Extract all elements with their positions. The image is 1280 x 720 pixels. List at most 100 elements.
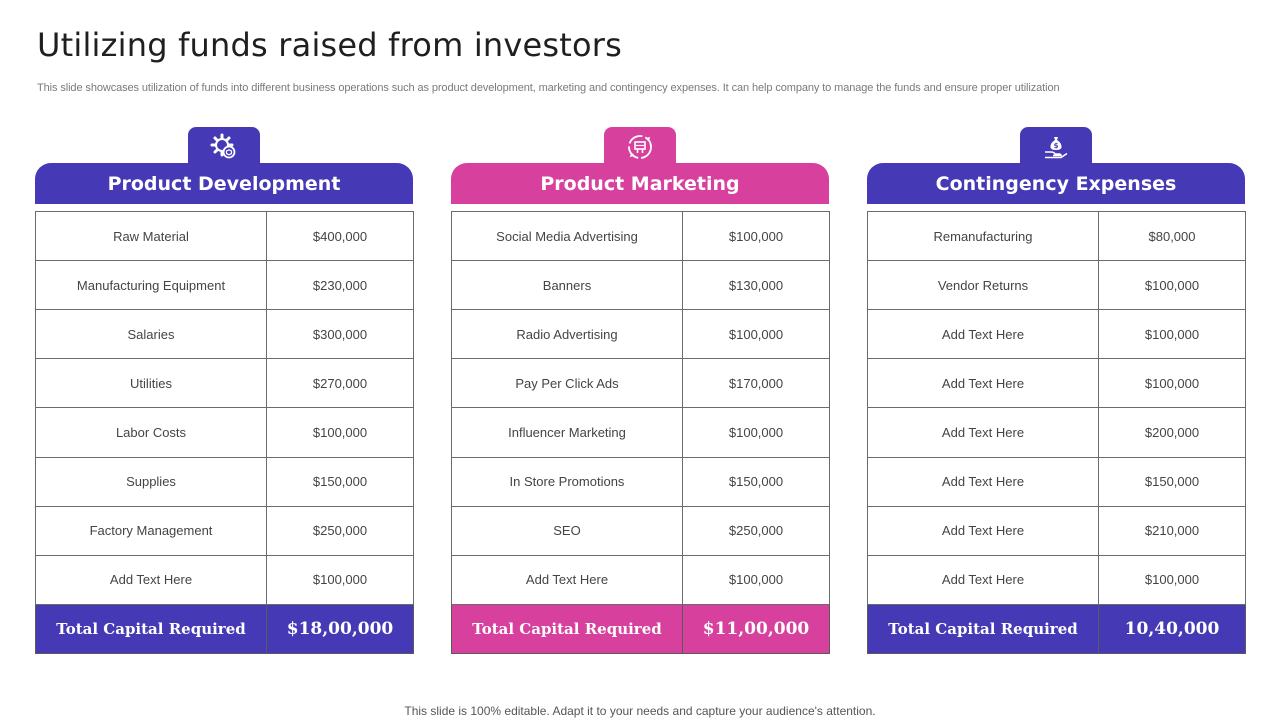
row-value: $100,000 — [682, 554, 830, 605]
total-row: Total Capital Required $11,00,000 — [451, 603, 830, 655]
money-bag-hand-icon: $ — [1042, 133, 1070, 161]
panel-contingency-expenses: $ Contingency Expenses Remanufacturing $8… — [867, 127, 1246, 655]
row-label: Radio Advertising — [451, 309, 683, 360]
table-row: Factory Management $250,000 — [35, 505, 414, 556]
row-label: Add Text Here — [35, 554, 267, 605]
row-value: $100,000 — [682, 309, 830, 360]
row-label: Manufacturing Equipment — [35, 260, 267, 311]
row-label: Labor Costs — [35, 407, 267, 458]
table-row: Add Text Here $210,000 — [867, 505, 1246, 556]
row-value: $210,000 — [1098, 505, 1246, 556]
table-row: SEO $250,000 — [451, 505, 830, 556]
funds-table: Raw Material $400,000 Manufacturing Equip… — [35, 210, 414, 655]
table-row: Manufacturing Equipment $230,000 — [35, 260, 414, 311]
row-label: Social Media Advertising — [451, 210, 683, 262]
row-value: $100,000 — [266, 407, 414, 458]
row-value: $150,000 — [266, 456, 414, 507]
page-title: Utilizing funds raised from investors — [37, 26, 623, 64]
panel-product-marketing: Product Marketing Social Media Advertisi… — [451, 127, 830, 655]
table-row: Utilities $270,000 — [35, 358, 414, 409]
row-value: $100,000 — [266, 554, 414, 605]
row-value: $100,000 — [1098, 554, 1246, 605]
row-label: Supplies — [35, 456, 267, 507]
row-label: Add Text Here — [867, 554, 1099, 605]
table-row: Add Text Here $100,000 — [451, 554, 830, 605]
row-label: Add Text Here — [867, 505, 1099, 556]
table-row: Raw Material $400,000 — [35, 210, 414, 262]
table-row: Labor Costs $100,000 — [35, 407, 414, 458]
row-value: $100,000 — [1098, 309, 1246, 360]
panel-product-development: Product Development Raw Material $400,000… — [35, 127, 414, 655]
total-label: Total Capital Required — [35, 603, 267, 655]
panel-icon-tab — [604, 127, 676, 167]
table-row: Add Text Here $200,000 — [867, 407, 1246, 458]
table-row: Pay Per Click Ads $170,000 — [451, 358, 830, 409]
row-label: Utilities — [35, 358, 267, 409]
row-value: $250,000 — [266, 505, 414, 556]
row-label: Remanufacturing — [867, 210, 1099, 262]
row-label: Influencer Marketing — [451, 407, 683, 458]
row-label: Add Text Here — [867, 309, 1099, 360]
marketing-target-icon — [626, 133, 654, 161]
table-row: Supplies $150,000 — [35, 456, 414, 507]
row-label: Add Text Here — [451, 554, 683, 605]
table-row: Add Text Here $100,000 — [867, 358, 1246, 409]
funds-table: Remanufacturing $80,000 Vendor Returns $10… — [867, 210, 1246, 655]
row-value: $100,000 — [1098, 260, 1246, 311]
table-row: Remanufacturing $80,000 — [867, 210, 1246, 262]
total-label: Total Capital Required — [867, 603, 1099, 655]
row-label: SEO — [451, 505, 683, 556]
row-label: Pay Per Click Ads — [451, 358, 683, 409]
row-label: Vendor Returns — [867, 260, 1099, 311]
row-value: $170,000 — [682, 358, 830, 409]
table-row: In Store Promotions $150,000 — [451, 456, 830, 507]
total-row: Total Capital Required $18,00,000 — [35, 603, 414, 655]
total-label: Total Capital Required — [451, 603, 683, 655]
panel-icon-tab: $ — [1020, 127, 1092, 167]
total-value: 10,40,000 — [1098, 603, 1246, 655]
row-label: Add Text Here — [867, 407, 1099, 458]
table-row: Add Text Here $100,000 — [867, 309, 1246, 360]
page-subtitle: This slide showcases utilization of fund… — [37, 82, 1060, 94]
row-value: $100,000 — [682, 210, 830, 262]
row-value: $250,000 — [682, 505, 830, 556]
row-label: Factory Management — [35, 505, 267, 556]
row-label: Raw Material — [35, 210, 267, 262]
table-row: Add Text Here $100,000 — [35, 554, 414, 605]
row-value: $200,000 — [1098, 407, 1246, 458]
row-value: $100,000 — [682, 407, 830, 458]
table-row: Social Media Advertising $100,000 — [451, 210, 830, 262]
total-value: $18,00,000 — [266, 603, 414, 655]
table-row: Vendor Returns $100,000 — [867, 260, 1246, 311]
svg-text:$: $ — [1054, 142, 1059, 150]
panel-header: Contingency Expenses — [867, 163, 1245, 204]
table-row: Salaries $300,000 — [35, 309, 414, 360]
funds-table: Social Media Advertising $100,000 Banners… — [451, 210, 830, 655]
row-label: Add Text Here — [867, 456, 1099, 507]
row-value: $100,000 — [1098, 358, 1246, 409]
row-label: Add Text Here — [867, 358, 1099, 409]
row-value: $300,000 — [266, 309, 414, 360]
panel-header: Product Marketing — [451, 163, 829, 204]
table-row: Radio Advertising $100,000 — [451, 309, 830, 360]
footer-note: This slide is 100% editable. Adapt it to… — [404, 704, 876, 718]
total-value: $11,00,000 — [682, 603, 830, 655]
total-row: Total Capital Required 10,40,000 — [867, 603, 1246, 655]
row-label: Salaries — [35, 309, 267, 360]
panel-header: Product Development — [35, 163, 413, 204]
row-value: $150,000 — [682, 456, 830, 507]
table-row: Influencer Marketing $100,000 — [451, 407, 830, 458]
table-row: Add Text Here $150,000 — [867, 456, 1246, 507]
row-value: $400,000 — [266, 210, 414, 262]
panel-icon-tab — [188, 127, 260, 167]
row-value: $130,000 — [682, 260, 830, 311]
row-label: Banners — [451, 260, 683, 311]
row-value: $80,000 — [1098, 210, 1246, 262]
row-value: $230,000 — [266, 260, 414, 311]
row-value: $150,000 — [1098, 456, 1246, 507]
table-row: Banners $130,000 — [451, 260, 830, 311]
table-row: Add Text Here $100,000 — [867, 554, 1246, 605]
row-label: In Store Promotions — [451, 456, 683, 507]
gear-settings-icon — [210, 133, 238, 161]
row-value: $270,000 — [266, 358, 414, 409]
